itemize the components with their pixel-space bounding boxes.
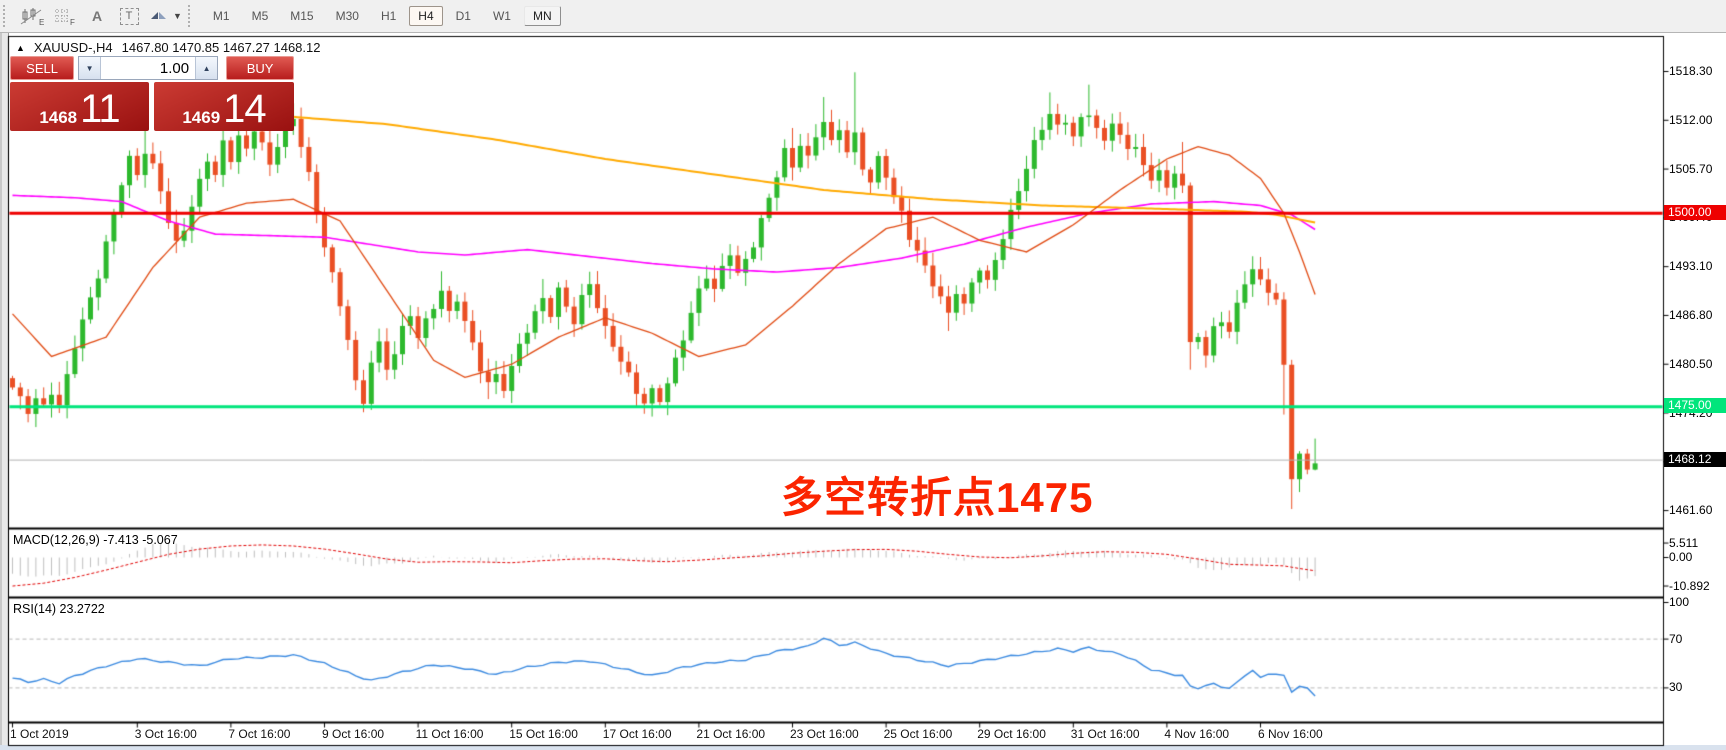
macd-tick-label: 0.00 xyxy=(1669,550,1693,564)
timeframe-button-mn[interactable]: MN xyxy=(523,6,561,26)
macd-tick-label: -10.892 xyxy=(1669,578,1710,593)
current-price-tag: 1468.12 xyxy=(1664,451,1726,467)
price-tick-label: 1518.30 xyxy=(1669,64,1713,78)
support-price-tag: 1475.00 xyxy=(1664,398,1726,414)
price-tick-label: 1493.10 xyxy=(1669,259,1713,274)
grid-icon[interactable]: F xyxy=(52,4,78,28)
time-tick-label: 15 Oct 16:00 xyxy=(509,727,578,741)
price-tick-label: 1480.50 xyxy=(1669,356,1713,371)
bid-quote-button[interactable]: 1468 11 xyxy=(10,82,149,131)
svg-text:F: F xyxy=(70,18,75,26)
ask-quote-button[interactable]: 1469 14 xyxy=(154,82,294,131)
toolbar-grip[interactable] xyxy=(3,5,12,27)
volume-stepper: ▼ ▲ xyxy=(78,56,219,80)
time-tick-label: 17 Oct 16:00 xyxy=(602,727,672,741)
volume-increase-button[interactable]: ▲ xyxy=(195,57,218,79)
chart-header: ▲ XAUUSD-,H4 1467.80 1470.85 1467.27 146… xyxy=(16,40,320,55)
time-tick-label: 3 Oct 16:00 xyxy=(134,727,197,741)
chevron-down-icon: ▼ xyxy=(85,63,94,73)
time-tick-label: 21 Oct 16:00 xyxy=(696,727,766,741)
toolbar-grip[interactable] xyxy=(187,5,197,27)
timeframe-group: M1 M5 M15 M30 H1 H4 D1 W1 MN xyxy=(202,6,563,26)
price-tick-label: 1486.80 xyxy=(1669,307,1713,322)
timeframe-button-m15[interactable]: M15 xyxy=(290,9,314,23)
rsi-tick-label: 100 xyxy=(1669,595,1690,609)
svg-text:E: E xyxy=(39,18,44,26)
time-tick-label: 29 Oct 16:00 xyxy=(977,727,1046,741)
price-tick-label: 1512.00 xyxy=(1669,112,1713,127)
one-click-trade-panel: SELL ▼ ▲ BUY 1468 11 1469 14 xyxy=(10,56,294,131)
time-tick-label: 9 Oct 16:00 xyxy=(322,727,385,741)
timeframe-button-d1[interactable]: D1 xyxy=(455,9,471,23)
macd-label: MACD(12,26,9) -7.413 -5.067 xyxy=(13,533,178,547)
timeframe-button-w1[interactable]: W1 xyxy=(492,9,511,23)
timeframe-button-m1[interactable]: M1 xyxy=(212,9,230,23)
timeframe-button-h4[interactable]: H4 xyxy=(409,6,443,26)
time-tick-label: 31 Oct 16:00 xyxy=(1070,727,1140,741)
time-tick-label: 11 Oct 16:00 xyxy=(415,727,484,741)
rsi-tick-label: 70 xyxy=(1669,631,1683,646)
rsi-label: RSI(14) 23.2722 xyxy=(13,602,105,616)
chevron-up-icon: ▲ xyxy=(202,63,211,73)
sell-button[interactable]: SELL xyxy=(10,56,75,80)
timeframe-button-m5[interactable]: M5 xyxy=(251,9,269,23)
buy-button[interactable]: BUY xyxy=(226,56,294,80)
text-box-icon[interactable]: T xyxy=(116,4,142,28)
time-tick-label: 23 Oct 16:00 xyxy=(790,727,859,741)
price-tick-label: 1505.70 xyxy=(1669,161,1713,176)
price-tick-label: 1461.60 xyxy=(1669,503,1713,518)
chevron-down-icon: ▼ xyxy=(173,11,182,21)
timeframe-button-h1[interactable]: H1 xyxy=(380,9,397,23)
symbol-title: XAUUSD-,H4 xyxy=(33,40,113,55)
indicators-icon[interactable]: E xyxy=(20,4,46,28)
ask-points: 14 xyxy=(223,87,266,131)
toolbar: E F A T ▼ M1 M5 M15 M30 H1 H4 D1 W1 MN xyxy=(0,0,1726,33)
volume-decrease-button[interactable]: ▼ xyxy=(79,57,102,79)
time-tick-label: 6 Nov 16:00 xyxy=(1258,727,1323,741)
volume-input[interactable] xyxy=(101,57,196,79)
text-label-icon[interactable]: A xyxy=(91,8,103,24)
time-tick-label: 1 Oct 2019 xyxy=(10,727,69,741)
resistance-price-tag: 1500.00 xyxy=(1664,204,1726,220)
rsi-tick-label: 30 xyxy=(1669,680,1683,695)
macd-tick-label: 5.511 xyxy=(1669,535,1699,550)
time-tick-label: 7 Oct 16:00 xyxy=(228,727,291,741)
time-tick-label: 4 Nov 16:00 xyxy=(1164,727,1230,741)
collapse-icon[interactable]: ▲ xyxy=(16,42,25,53)
ohlc-values: 1467.80 1470.85 1467.27 1468.12 xyxy=(121,40,321,55)
time-tick-label: 25 Oct 16:00 xyxy=(883,727,953,741)
ask-main: 1469 xyxy=(182,108,221,127)
bid-points: 11 xyxy=(80,87,121,131)
timeframe-button-m30[interactable]: M30 xyxy=(335,9,359,23)
chart-annotation: 多空转折点1475 xyxy=(781,474,1094,521)
cycle-arrows-icon[interactable]: ▼ xyxy=(148,4,182,28)
bid-main: 1468 xyxy=(39,108,78,127)
